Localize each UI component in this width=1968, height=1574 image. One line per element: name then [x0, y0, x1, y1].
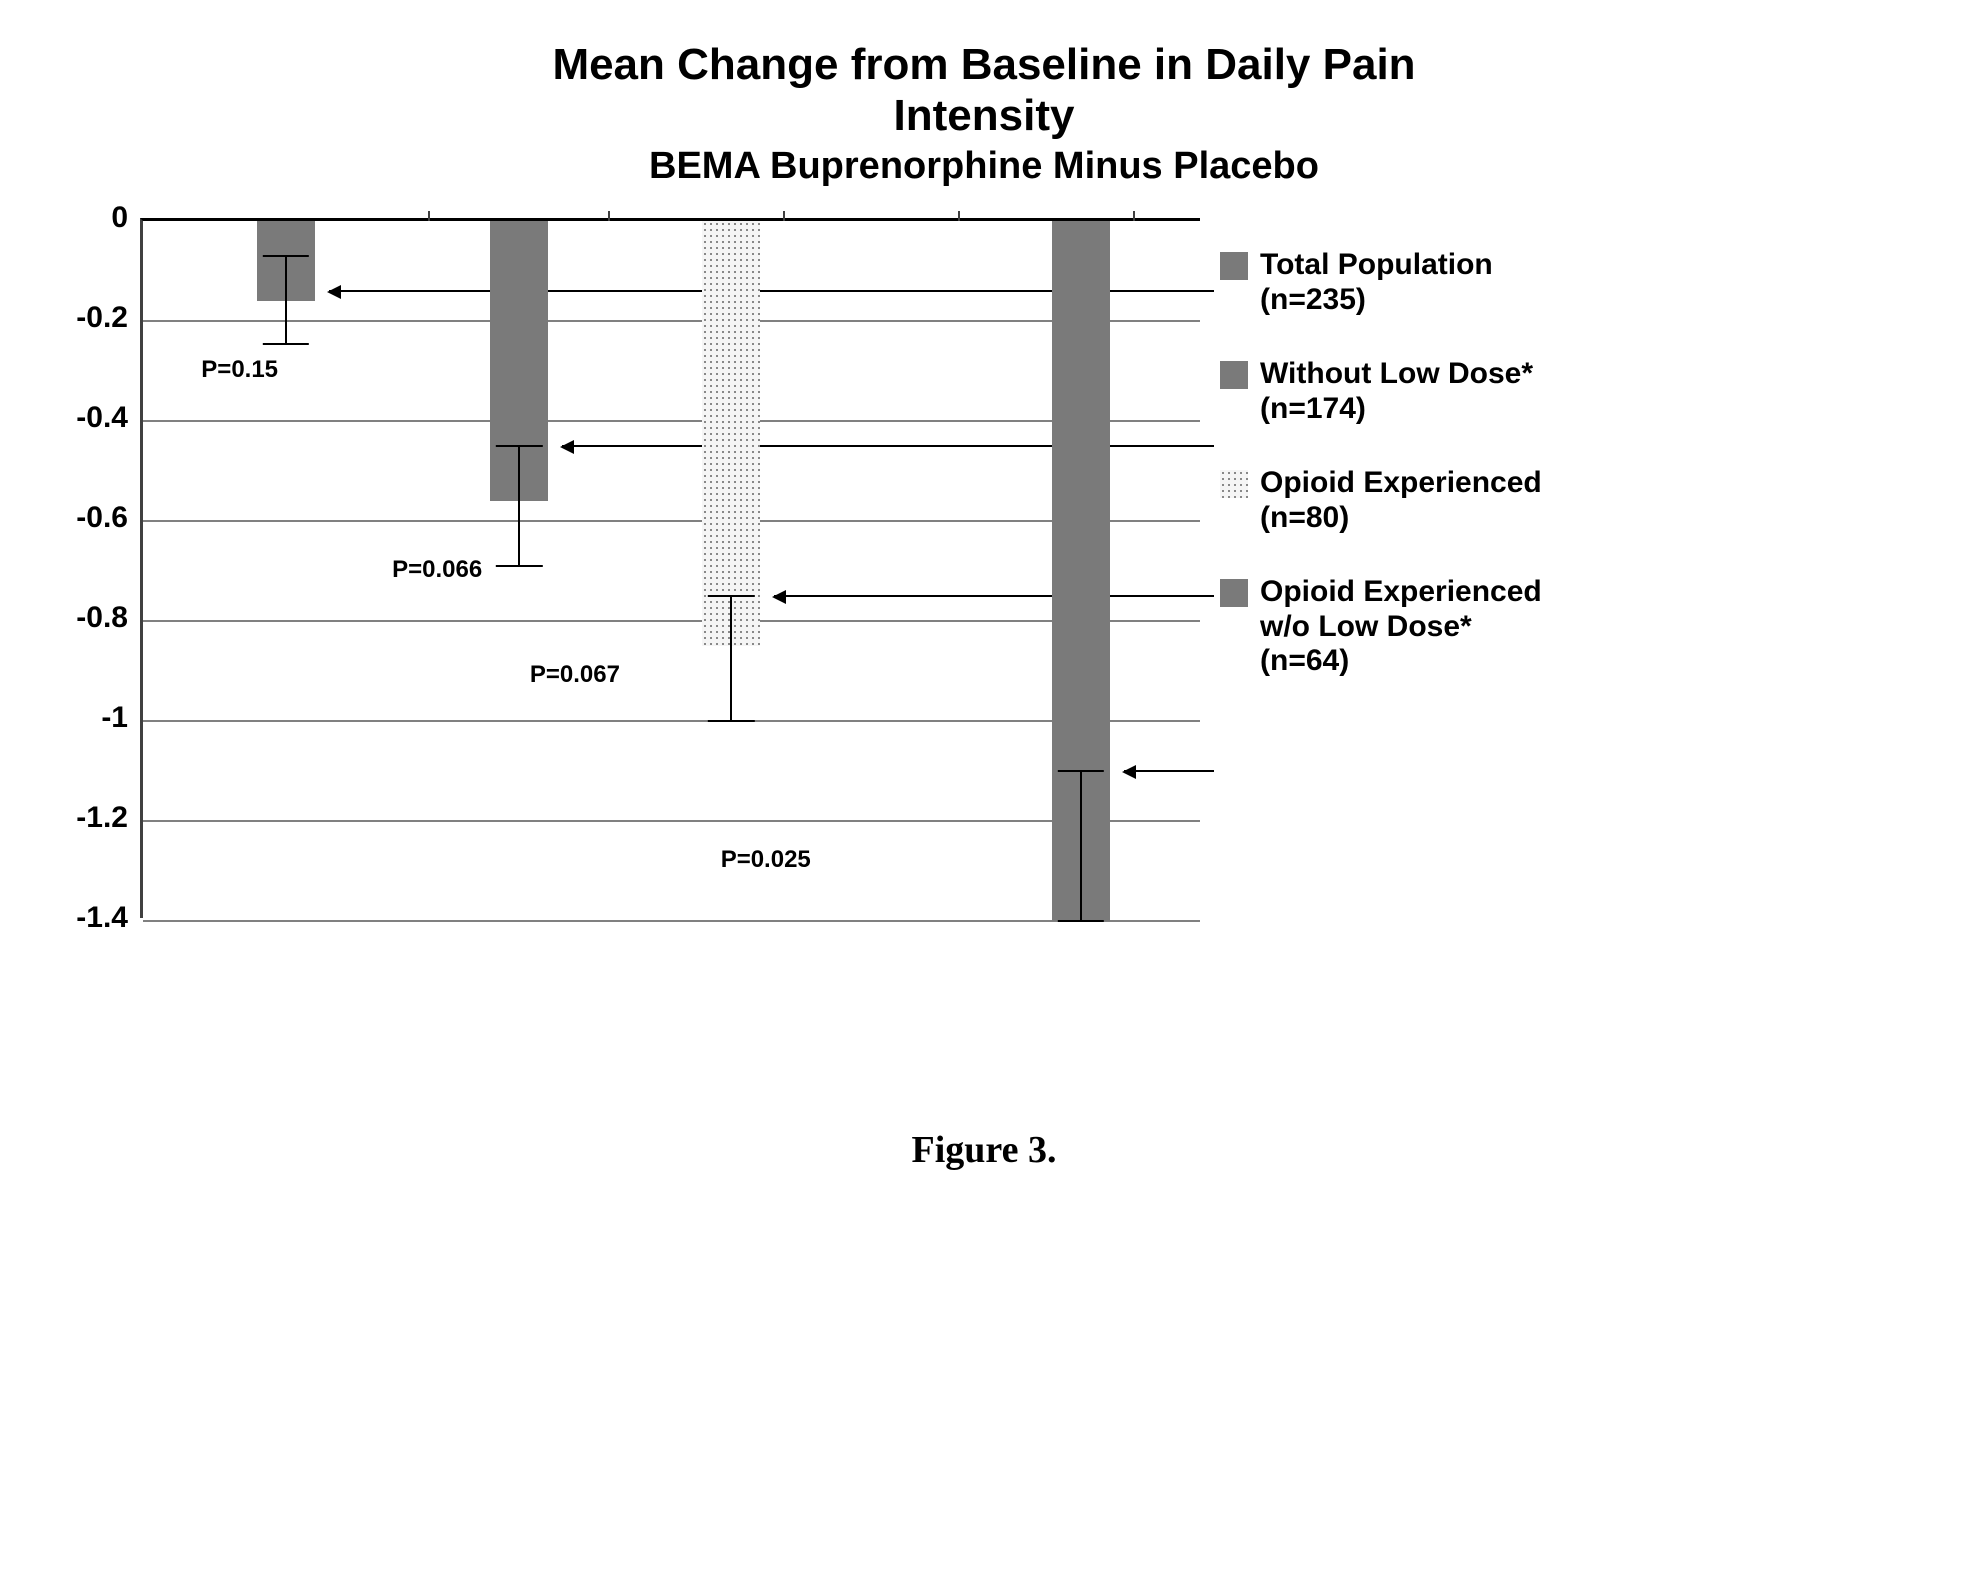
grid-line: [143, 820, 1200, 822]
bar-opexp: [702, 221, 760, 646]
p-value-label: P=0.067: [530, 661, 620, 689]
legend-label: Total Population(n=235): [1260, 248, 1493, 317]
y-tick-label: 0: [111, 201, 128, 235]
y-tick-label: -1.2: [76, 801, 128, 835]
legend-item-opexp: Opioid Experienced(n=80): [1220, 466, 1820, 535]
error-bar: [518, 446, 520, 566]
error-cap: [1058, 920, 1104, 922]
legend-item-total: Total Population(n=235): [1220, 248, 1820, 317]
legend-item-opexp_nl: Opioid Experiencedw/o Low Dose*(n=64): [1220, 575, 1820, 679]
x-tick: [783, 211, 785, 221]
legend-arrow: [774, 595, 1214, 597]
legend-arrow: [562, 445, 1214, 447]
legend-label: Opioid Experienced(n=80): [1260, 466, 1542, 535]
y-tick-label: -0.2: [76, 301, 128, 335]
legend-arrow: [1124, 770, 1214, 772]
legend: Total Population(n=235) Without Low Dose*…: [1220, 218, 1820, 719]
legend-label: Opioid Experiencedw/o Low Dose*(n=64): [1260, 575, 1542, 679]
y-tick-label: -0.4: [76, 401, 128, 435]
error-bar: [285, 256, 287, 344]
p-value-label: P=0.15: [201, 356, 278, 384]
legend-swatch: [1220, 579, 1248, 607]
arrow-head-icon: [327, 285, 341, 299]
y-tick-label: -1.4: [76, 901, 128, 935]
chart-subtitle: BEMA Buprenorphine Minus Placebo: [40, 145, 1928, 188]
plot-area: P=0.15 P=0.066 P=0.067 P=0.025: [140, 218, 1200, 918]
p-value-label: P=0.025: [721, 846, 811, 874]
grid-line: [143, 620, 1200, 622]
y-axis-labels: 0-0.2-0.4-0.6-0.8-1-1.2-1.4: [40, 218, 140, 918]
legend-swatch: [1220, 361, 1248, 389]
figure-caption: Figure 3.: [40, 1128, 1928, 1172]
grid-line: [143, 320, 1200, 322]
grid-line: [143, 920, 1200, 922]
legend-swatch: [1220, 252, 1248, 280]
x-tick: [428, 211, 430, 221]
chart-title-line2: Intensity: [40, 91, 1928, 142]
error-bar: [1080, 771, 1082, 921]
grid-line: [143, 720, 1200, 722]
y-tick-label: -1: [101, 701, 128, 735]
grid-line: [143, 520, 1200, 522]
title-block: Mean Change from Baseline in Daily Pain …: [40, 40, 1928, 188]
legend-item-no_low: Without Low Dose*(n=174): [1220, 357, 1820, 426]
error-bar: [730, 596, 732, 721]
chart-title-line1: Mean Change from Baseline in Daily Pain: [40, 40, 1928, 91]
x-tick: [1133, 211, 1135, 221]
chart-row: 0-0.2-0.4-0.6-0.8-1-1.2-1.4 P=0.15P=0.06…: [40, 218, 1928, 918]
figure-container: Mean Change from Baseline in Daily Pain …: [40, 40, 1928, 1172]
error-cap: [496, 445, 542, 447]
error-cap: [496, 565, 542, 567]
arrow-head-icon: [560, 440, 574, 454]
x-tick: [958, 211, 960, 221]
y-tick-label: -0.8: [76, 601, 128, 635]
legend-label: Without Low Dose*(n=174): [1260, 357, 1533, 426]
y-tick-label: -0.6: [76, 501, 128, 535]
p-value-label: P=0.066: [392, 556, 482, 584]
error-cap: [708, 595, 754, 597]
grid-line: [143, 420, 1200, 422]
error-cap: [1058, 770, 1104, 772]
arrow-head-icon: [1122, 765, 1136, 779]
plot-wrap: P=0.15 P=0.066 P=0.067 P=0.025: [140, 218, 1200, 918]
error-cap: [708, 720, 754, 722]
error-cap: [263, 343, 309, 345]
legend-swatch: [1220, 470, 1248, 498]
error-cap: [263, 255, 309, 257]
arrow-head-icon: [772, 590, 786, 604]
x-tick: [608, 211, 610, 221]
